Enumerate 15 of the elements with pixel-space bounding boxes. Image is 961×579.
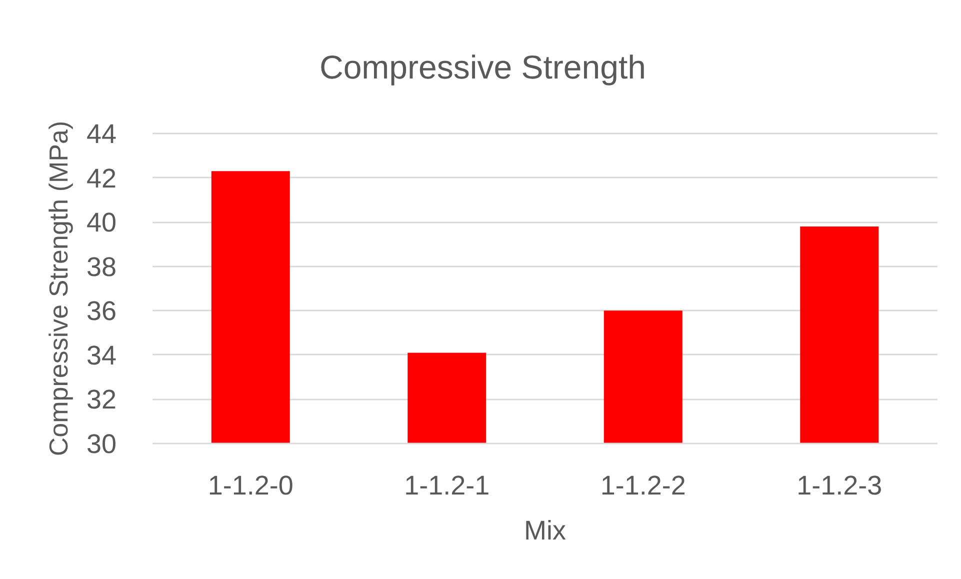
- x-tick-label: 1-1.2-2: [600, 470, 686, 500]
- chart-title: Compressive Strength: [320, 48, 646, 86]
- y-tick-label: 36: [86, 296, 117, 326]
- y-tick-label: 38: [86, 252, 117, 282]
- y-tick-label: 30: [86, 429, 117, 459]
- y-tick-label: 34: [86, 340, 117, 370]
- y-tick-label: 42: [86, 163, 117, 194]
- y-tick-label: 44: [86, 119, 117, 149]
- x-tick-label: 1-1.2-1: [404, 470, 490, 500]
- y-tick-label: 40: [86, 208, 117, 238]
- y-tick-label: 32: [86, 384, 117, 415]
- x-tick-label: 1-1.2-3: [796, 470, 882, 500]
- y-axis-title: Compressive Strength (MPa): [43, 120, 74, 456]
- x-axis-title: Mix: [524, 516, 566, 546]
- x-tick-label: 1-1.2-0: [208, 470, 294, 500]
